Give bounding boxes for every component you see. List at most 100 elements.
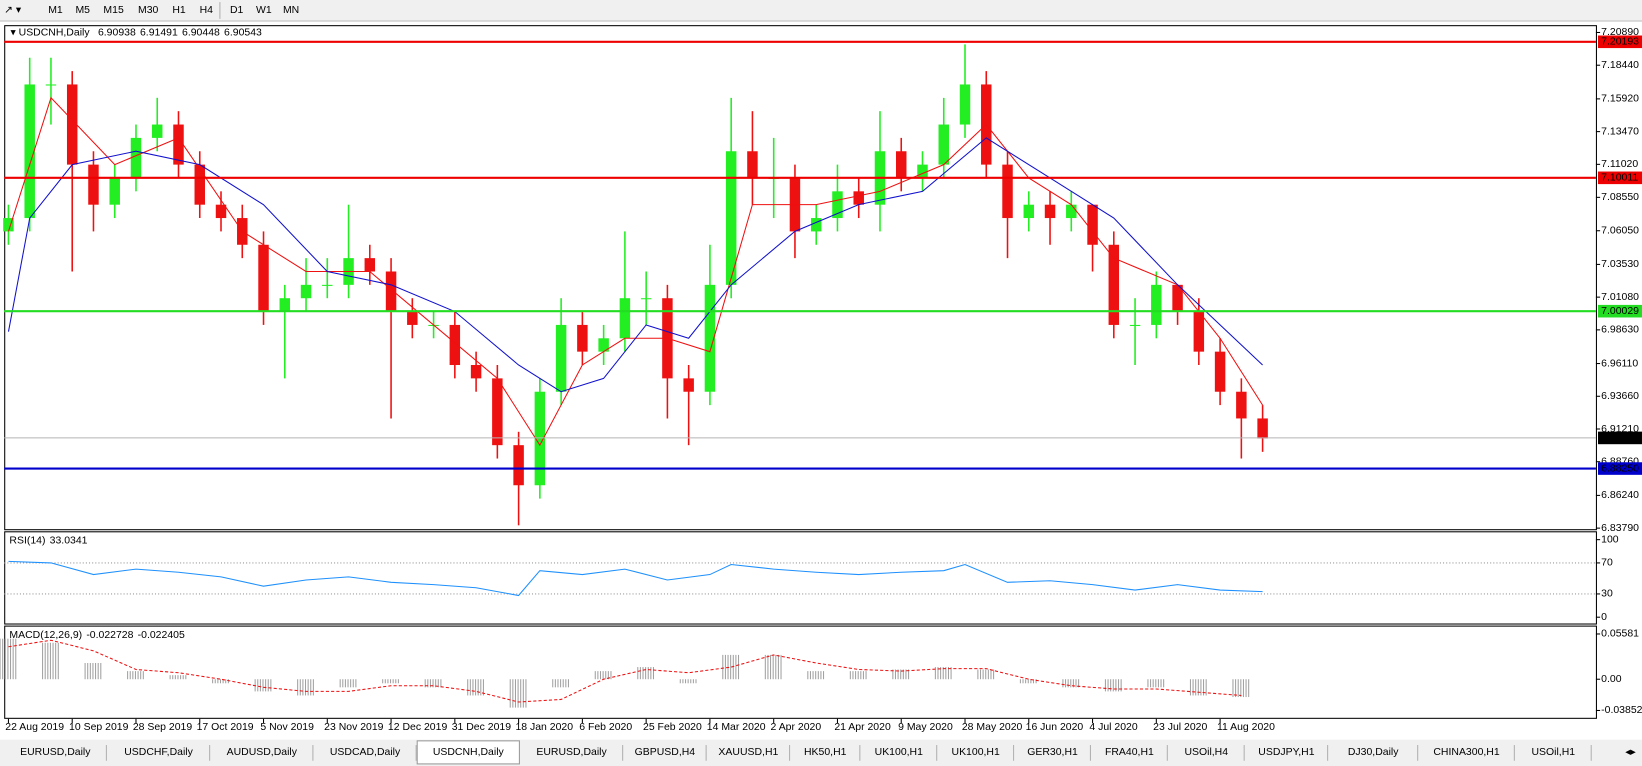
tab-label[interactable]: USDJPY,H1	[1258, 747, 1314, 758]
y-tick-label: 7.06050	[1601, 226, 1639, 237]
x-tick-label: 2 Apr 2020	[771, 722, 822, 733]
candle-body	[810, 218, 822, 232]
tab[interactable]	[623, 742, 707, 763]
candle-body	[1151, 284, 1162, 325]
level-label: 7.00029	[1601, 306, 1639, 317]
candle-body	[385, 271, 397, 312]
level-label: 6.90543	[1601, 433, 1639, 444]
tab-label[interactable]: USDCAD,Daily	[330, 747, 401, 758]
tab-scroll[interactable]: ◂▸	[1625, 747, 1636, 758]
tab[interactable]	[520, 742, 623, 763]
timeframe-button[interactable]: M15	[103, 5, 124, 16]
timeframe-button[interactable]: D1	[230, 5, 244, 16]
x-tick-label: 11 Aug 2020	[1217, 722, 1275, 733]
tab-label[interactable]: UK100,H1	[875, 747, 923, 758]
candle-body	[683, 378, 694, 392]
candle-body	[279, 298, 291, 312]
x-tick-label: 31 Dec 2019	[452, 722, 512, 733]
level-label: 6.88250	[1601, 463, 1639, 474]
timeframe-button[interactable]: H4	[200, 5, 214, 16]
candle-body	[853, 191, 864, 205]
candle-body	[258, 244, 269, 312]
candle-body	[1108, 244, 1120, 325]
y-tick-label: 6.91210	[1601, 424, 1639, 435]
level-label-box	[1598, 35, 1642, 49]
timeframe-button[interactable]: M30	[138, 5, 159, 16]
timeframe-button[interactable]: W1	[256, 5, 272, 16]
tab[interactable]	[416, 740, 520, 765]
header-arrow: ▾	[10, 27, 18, 38]
tab[interactable]	[210, 742, 313, 763]
macd-signal	[8, 639, 1242, 703]
tab[interactable]	[1168, 742, 1245, 763]
candle-body	[300, 284, 312, 299]
timeframe-button[interactable]: M1	[48, 5, 63, 16]
moving-average	[7, 96, 1264, 447]
tab-label[interactable]: GER30,H1	[1027, 747, 1078, 758]
tab[interactable]	[1091, 742, 1168, 763]
tab[interactable]	[1515, 742, 1592, 763]
x-tick-label: 9 May 2020	[898, 722, 953, 733]
candle-body	[492, 378, 503, 446]
candle-body	[577, 324, 588, 352]
y-tick-label: 7.20890	[1601, 27, 1639, 38]
candle-body	[364, 258, 376, 272]
macd-panel	[4, 625, 1597, 719]
tab[interactable]	[4, 742, 107, 763]
macd-label: MACD(12,26,9) -0.022728 -0.022405	[9, 630, 185, 641]
tab[interactable]	[1418, 742, 1515, 763]
tab-label[interactable]: EURUSD,Daily	[536, 747, 607, 758]
x-tick-label: 23 Jul 2020	[1153, 722, 1207, 733]
x-tick-label: 6 Feb 2020	[579, 722, 632, 733]
y-tick-label: 7.15920	[1601, 94, 1639, 105]
tab-label[interactable]: XAUUSD,H1	[718, 747, 778, 758]
candle-body	[194, 164, 205, 205]
tab[interactable]	[1328, 742, 1418, 763]
tab-label[interactable]: USOil,H1	[1531, 747, 1575, 758]
y-tick-label: 7.13470	[1601, 126, 1639, 137]
tab-label[interactable]: AUDUSD,Daily	[227, 747, 298, 758]
timeframe-button[interactable]: MN	[283, 5, 299, 16]
tab-label[interactable]: USOil,H4	[1184, 747, 1228, 758]
candle-body	[3, 218, 14, 232]
level-label-box	[1598, 431, 1642, 445]
tab[interactable]	[1245, 742, 1328, 763]
tab-label[interactable]: CHINA300,H1	[1433, 747, 1499, 758]
rsi-name: RSI(14)	[9, 535, 45, 546]
candle-body	[173, 124, 184, 165]
level-label: 7.20193	[1601, 37, 1639, 48]
toolbar	[0, 0, 1642, 21]
tab[interactable]	[1014, 742, 1091, 763]
tab-label[interactable]: USDCHF,Daily	[124, 747, 193, 758]
level-label-box	[1598, 462, 1642, 475]
tab-label[interactable]: FRA40,H1	[1105, 747, 1154, 758]
candle-body	[1066, 204, 1077, 219]
x-tick-label: 28 Sep 2019	[133, 722, 193, 733]
timeframe-button[interactable]: M5	[75, 5, 90, 16]
tab[interactable]	[937, 742, 1014, 763]
candle-body	[1172, 284, 1183, 312]
candle-body	[407, 311, 418, 325]
tab-label[interactable]: DJ30,Daily	[1348, 747, 1399, 758]
x-tick-label: 4 Jul 2020	[1089, 722, 1137, 733]
tab-label[interactable]: EURUSD,Daily	[20, 747, 91, 758]
candle-body	[1257, 418, 1268, 439]
candle-body	[555, 324, 567, 392]
candle-body	[109, 177, 120, 205]
candle-body	[449, 324, 461, 366]
candle-body	[1087, 204, 1098, 245]
tab-label[interactable]: GBPUSD,H4	[635, 747, 696, 758]
tab-label[interactable]: UK100,H1	[952, 747, 1000, 758]
tab[interactable]	[313, 742, 417, 763]
tab[interactable]	[707, 742, 790, 763]
level-label-box	[1598, 171, 1642, 185]
timeframe-button[interactable]: H1	[172, 5, 186, 16]
ohlc-value: 6.91491	[140, 27, 178, 38]
tab[interactable]	[107, 742, 210, 763]
tab-label[interactable]: HK50,H1	[804, 747, 847, 758]
tab[interactable]	[860, 742, 937, 763]
macd-value: -0.022728	[86, 630, 133, 641]
tab-label[interactable]: USDCNH,Daily	[433, 747, 505, 758]
tab[interactable]	[790, 742, 860, 763]
